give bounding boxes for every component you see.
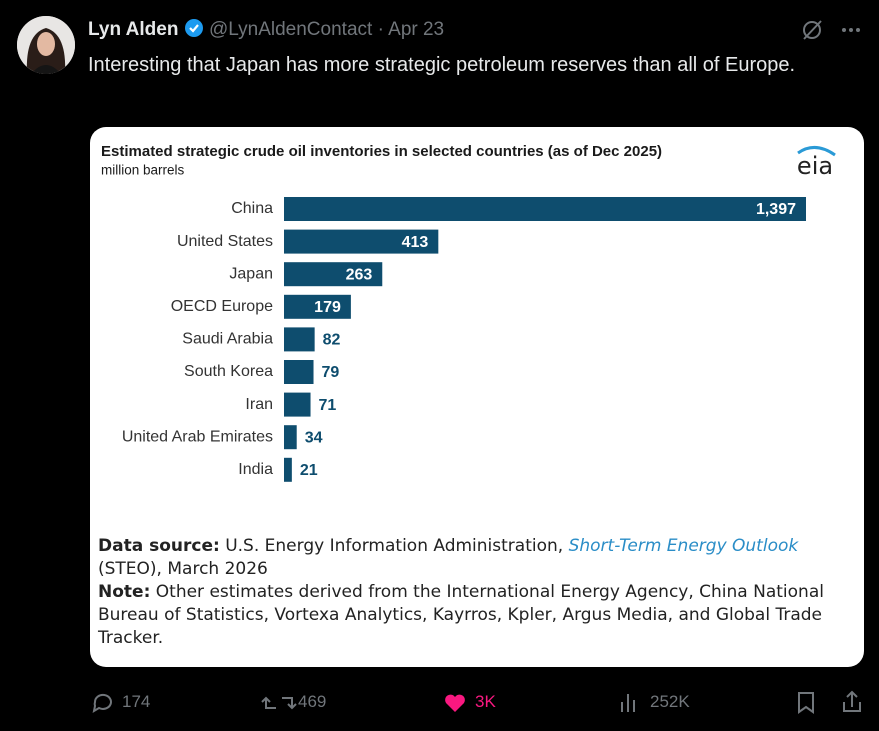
value-label: 1,397: [756, 201, 796, 218]
bookmark-icon[interactable]: [798, 692, 814, 714]
category-label: Saudi Arabia: [182, 331, 273, 348]
value-label: 71: [319, 397, 337, 414]
avatar-image: [17, 16, 75, 74]
tweet-text: Interesting that Japan has more strategi…: [88, 54, 796, 76]
logo-arc: [797, 146, 836, 157]
source-label: Data source:: [98, 536, 220, 556]
chart-title: Estimated strategic crude oil inventorie…: [101, 143, 662, 160]
bar: [284, 294, 351, 319]
category-label: United States: [177, 233, 273, 250]
category-label: Japan: [229, 265, 273, 282]
media-card[interactable]: Estimated strategic crude oil inventorie…: [90, 127, 864, 667]
category-label: Iran: [245, 396, 273, 413]
value-label: 263: [346, 266, 373, 283]
source-link[interactable]: Short-Term Energy Outlook: [568, 536, 799, 556]
value-label: 21: [300, 462, 318, 479]
bar: [284, 262, 383, 287]
like-icon[interactable]: [445, 694, 465, 712]
note-text: Other estimates derived from the Interna…: [98, 582, 824, 648]
category-label: China: [231, 200, 273, 217]
more-icon[interactable]: [842, 28, 860, 32]
value-label: 34: [305, 429, 323, 446]
bar: [284, 360, 314, 384]
bar: [284, 327, 315, 352]
data-source: Data source: U.S. Energy Information Adm…: [98, 535, 848, 581]
like-count[interactable]: 3K: [475, 692, 496, 711]
share-icon[interactable]: [843, 690, 861, 712]
bar: [284, 229, 439, 254]
repost-count[interactable]: 469: [298, 692, 327, 711]
value-label: 179: [314, 299, 341, 316]
views-icon[interactable]: [621, 694, 635, 712]
note-label: Note:: [98, 582, 151, 602]
note: Note: Other estimates derived from the I…: [98, 581, 848, 650]
action-icons: [92, 690, 861, 714]
author-name[interactable]: Lyn Alden: [88, 19, 179, 40]
handle[interactable]: @LynAldenContact: [209, 19, 373, 40]
bar: [284, 197, 806, 221]
value-label: 413: [402, 234, 429, 251]
reply-count[interactable]: 174: [122, 692, 151, 711]
repost-icon[interactable]: [261, 696, 297, 710]
chart-subtitle: million barrels: [101, 163, 185, 178]
value-label: 82: [323, 332, 341, 349]
grok-icon[interactable]: [803, 20, 822, 40]
verified-badge: [184, 19, 203, 37]
reply-icon[interactable]: [92, 693, 112, 714]
category-label: OECD Europe: [171, 298, 273, 315]
avatar[interactable]: [17, 16, 75, 74]
value-label: 79: [322, 364, 340, 381]
chart: Estimated strategic crude oil inventorie…: [101, 143, 836, 482]
category-label: United Arab Emirates: [122, 428, 273, 445]
bar: [284, 425, 297, 450]
date[interactable]: Apr 23: [388, 19, 445, 40]
view-count[interactable]: 252K: [650, 692, 690, 711]
top-icons: [803, 20, 860, 40]
source-suffix: (STEO), March 2026: [98, 559, 268, 579]
bar: [284, 457, 292, 482]
tweet-header: Lyn Alden @LynAldenContact · Apr 23: [88, 18, 444, 41]
bar: [284, 392, 311, 417]
logo: eia: [797, 152, 833, 180]
source-text: U.S. Energy Information Administration,: [225, 536, 564, 556]
separator: ·: [377, 19, 384, 40]
category-label: South Korea: [184, 363, 273, 380]
category-label: India: [238, 461, 273, 478]
